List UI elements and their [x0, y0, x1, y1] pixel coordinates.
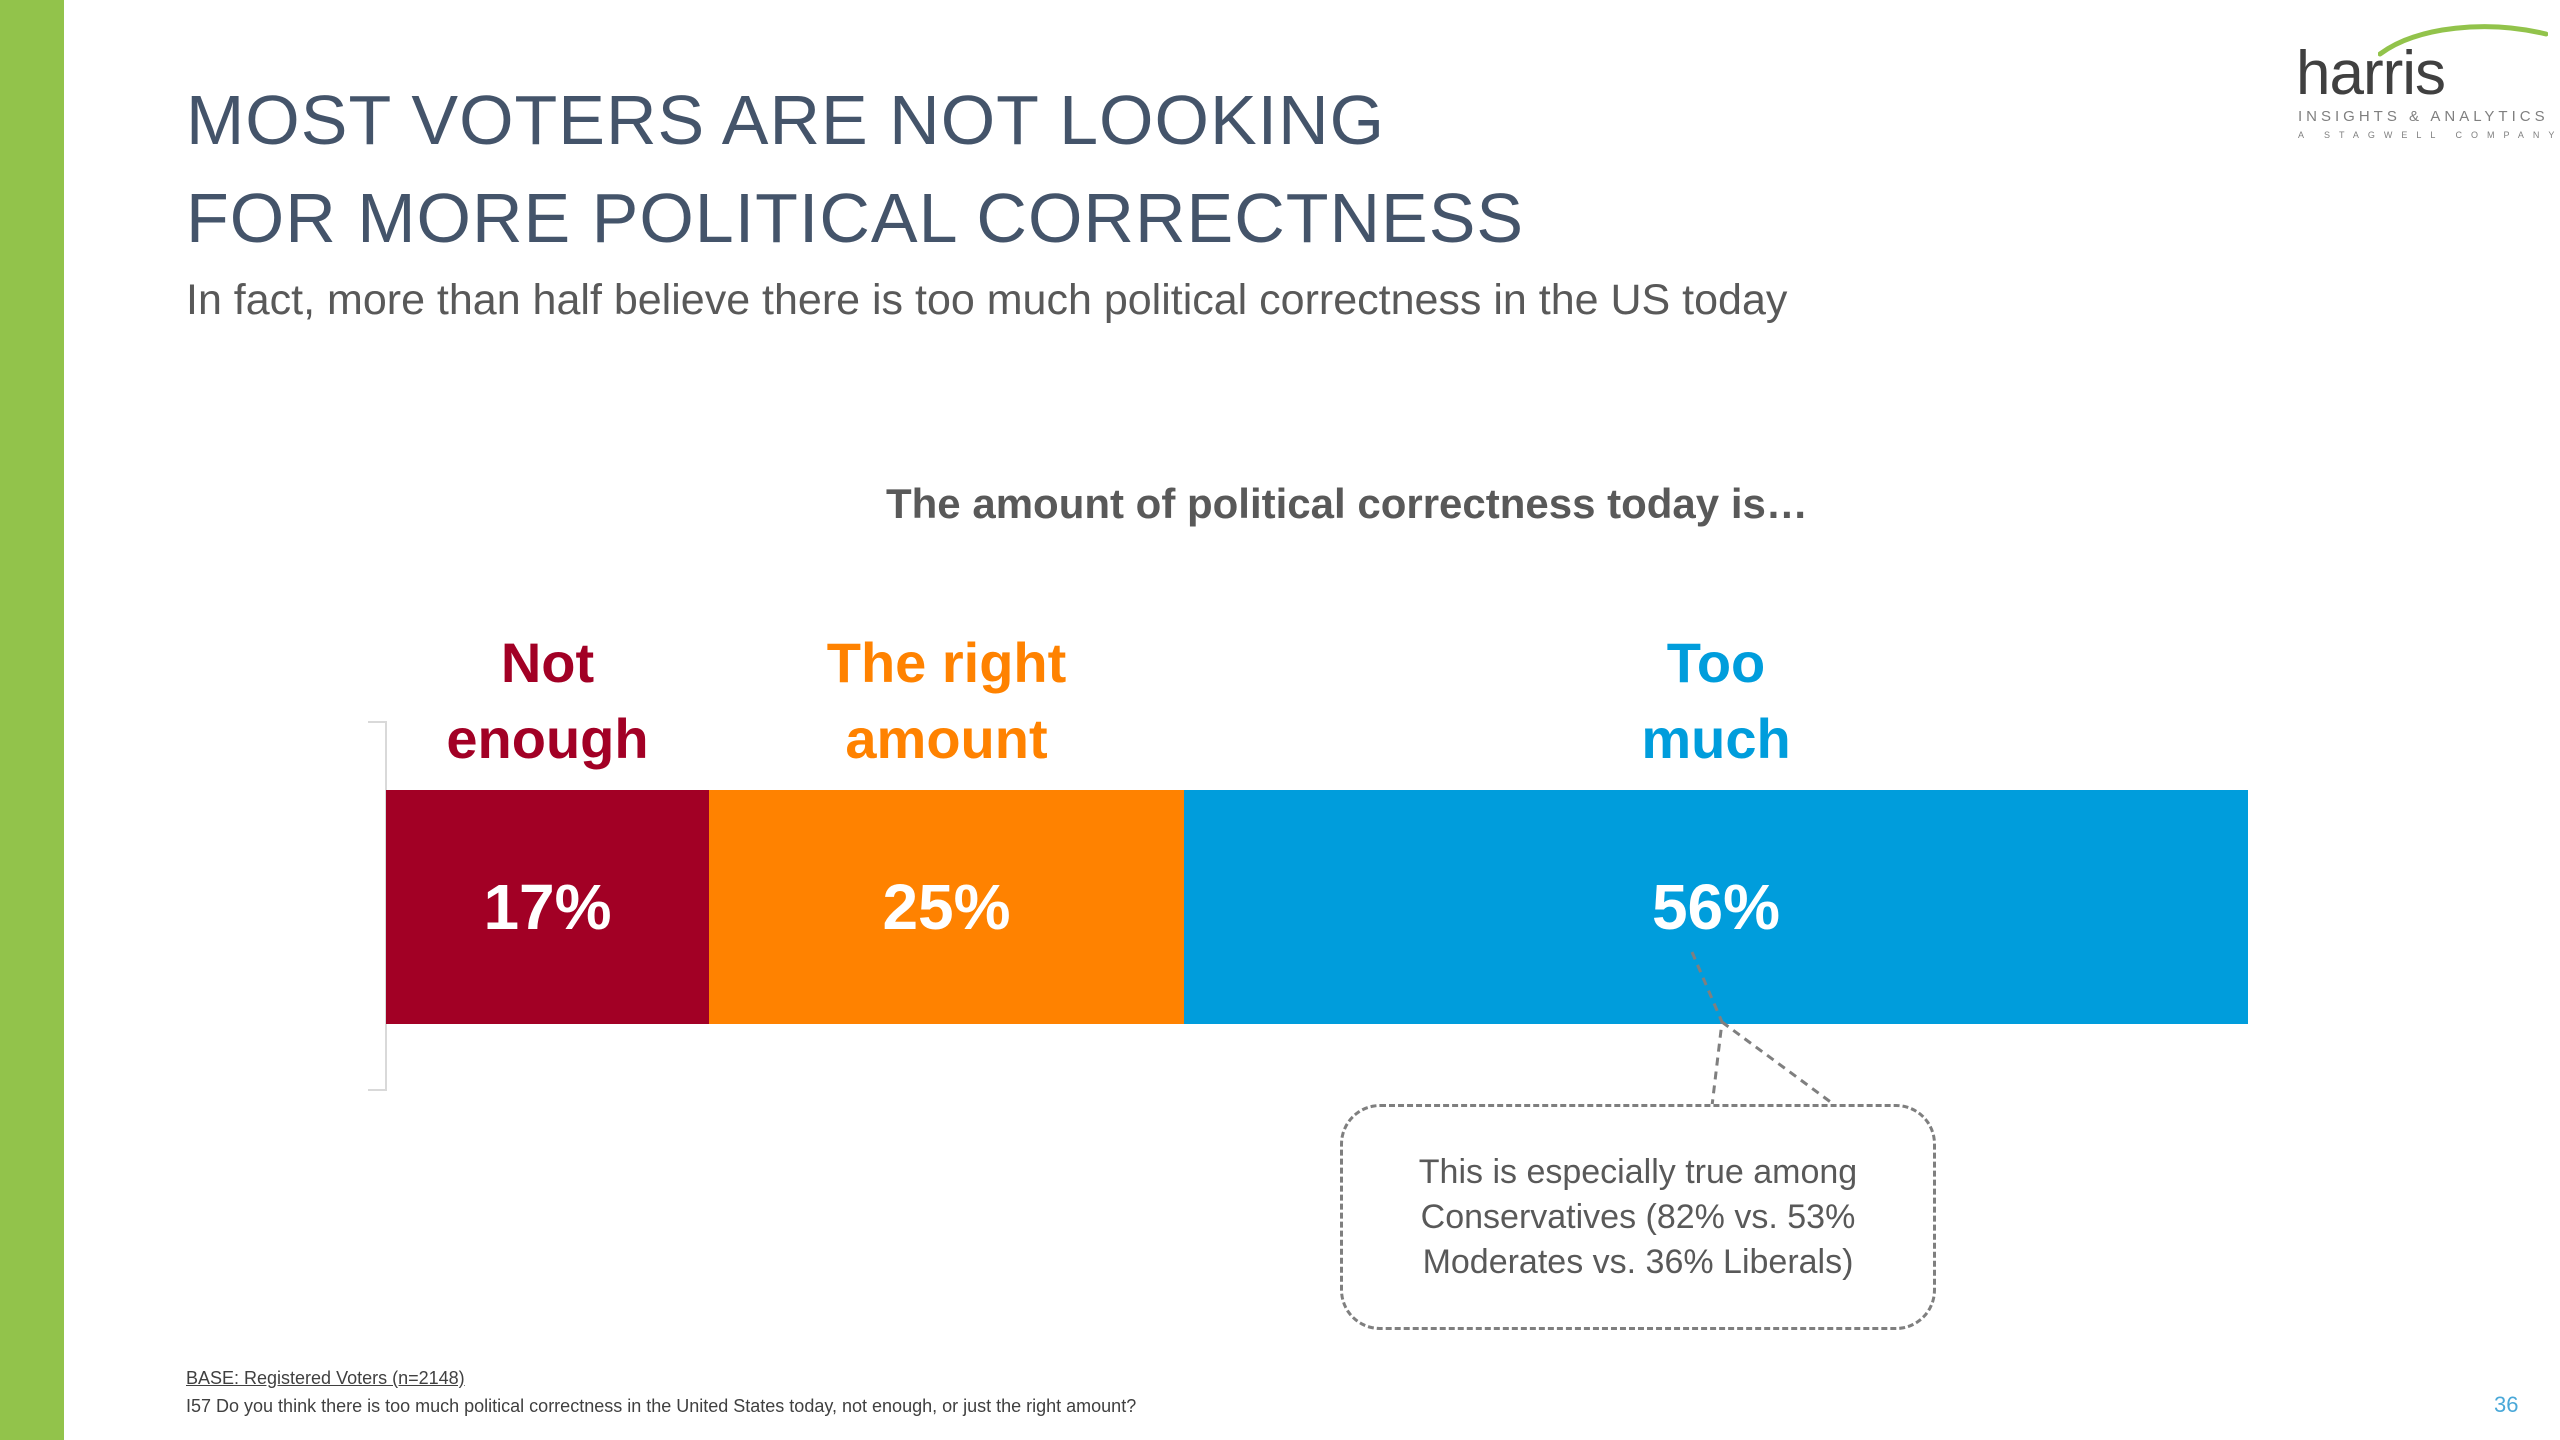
callout-line: This is especially true among [1418, 1152, 1858, 1191]
category-label: much [1641, 707, 1790, 770]
bar-segment-3 [1184, 790, 2248, 1024]
category-label: enough [446, 707, 648, 770]
category-label: The right [827, 631, 1067, 694]
axis-bracket [368, 721, 387, 1091]
harris-logo: harris INSIGHTS & ANALYTICS A STAGWELL C… [2296, 20, 2554, 150]
base-note: BASE: Registered Voters (n=2148) [186, 1368, 465, 1388]
slide-subtitle: In fact, more than half believe there is… [186, 276, 1788, 324]
slide-title-line-1: MOST VOTERS ARE NOT LOOKING [186, 81, 1386, 159]
callout-text: This is especially true among Conservati… [1378, 1150, 1898, 1285]
logo-tagline: INSIGHTS & ANALYTICS [2298, 108, 2549, 125]
callout-line: Conservatives (82% vs. 53% [1420, 1197, 1856, 1236]
bar-segment-2 [709, 790, 1184, 1024]
logo-swoosh-icon [2378, 24, 2548, 57]
value-label: 56% [1652, 871, 1780, 943]
category-label: Not [501, 631, 594, 694]
logo-wordmark: harris [2296, 39, 2446, 108]
slide-title-line-2: FOR MORE POLITICAL CORRECTNESS [186, 179, 1525, 257]
callout-connector [1690, 951, 1837, 1108]
value-label: 25% [882, 871, 1010, 943]
bar-segment-1 [386, 790, 709, 1024]
callout-line: Moderates vs. 36% Liberals) [1422, 1242, 1854, 1281]
category-label: amount [845, 707, 1047, 770]
page-number: 36 [2494, 1392, 2519, 1417]
accent-bar [0, 0, 64, 1440]
question-note: I57 Do you think there is too much polit… [186, 1396, 1137, 1416]
logo-parent: A STAGWELL COMPANY [2298, 130, 2560, 140]
category-label: Too [1667, 631, 1765, 694]
value-label: 17% [483, 871, 611, 943]
callout-box: This is especially true among Conservati… [1340, 1104, 1936, 1330]
chart-title: The amount of political correctness toda… [886, 480, 1808, 527]
